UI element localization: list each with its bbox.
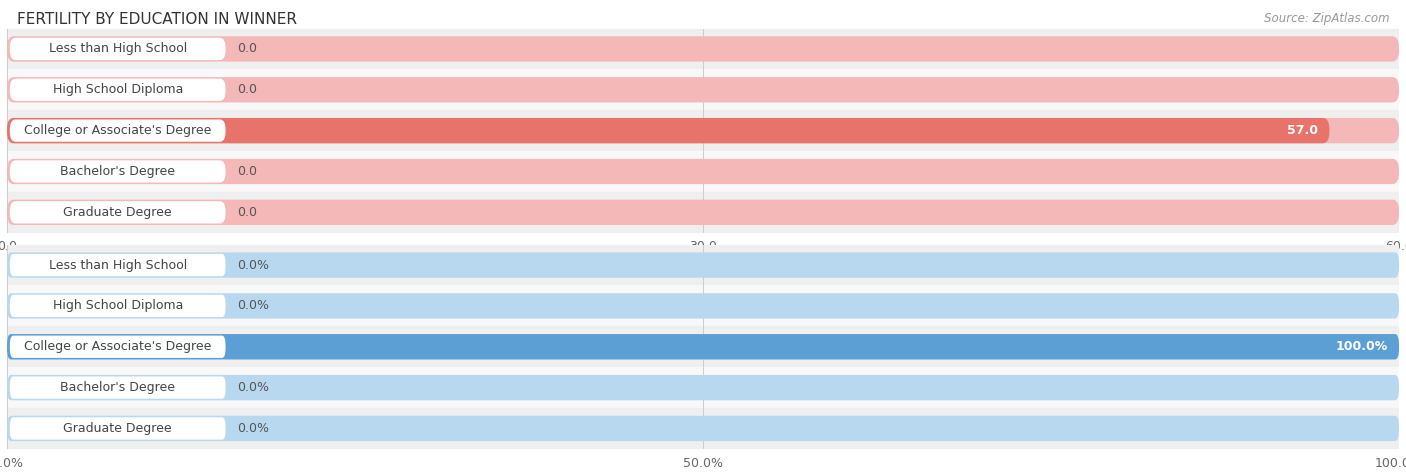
Text: 0.0: 0.0: [236, 42, 257, 56]
Text: College or Associate's Degree: College or Associate's Degree: [24, 340, 211, 353]
FancyBboxPatch shape: [10, 295, 225, 317]
FancyBboxPatch shape: [7, 200, 1399, 225]
Text: 0.0: 0.0: [236, 206, 257, 219]
FancyBboxPatch shape: [7, 118, 1330, 143]
FancyBboxPatch shape: [10, 79, 225, 101]
FancyBboxPatch shape: [7, 159, 1399, 184]
FancyBboxPatch shape: [10, 377, 225, 399]
Text: Graduate Degree: Graduate Degree: [63, 422, 172, 435]
FancyBboxPatch shape: [7, 375, 1399, 400]
FancyBboxPatch shape: [7, 293, 1399, 319]
Text: Bachelor's Degree: Bachelor's Degree: [60, 165, 176, 178]
Bar: [7, 326, 1399, 367]
Text: Less than High School: Less than High School: [49, 258, 187, 272]
Bar: [7, 408, 1399, 449]
Bar: [7, 192, 1399, 233]
FancyBboxPatch shape: [7, 36, 1399, 62]
Bar: [7, 69, 1399, 110]
Text: 0.0: 0.0: [236, 165, 257, 178]
Text: 0.0%: 0.0%: [236, 299, 269, 313]
Text: High School Diploma: High School Diploma: [52, 299, 183, 313]
FancyBboxPatch shape: [7, 334, 1399, 360]
FancyBboxPatch shape: [10, 38, 225, 60]
Text: 0.0%: 0.0%: [236, 422, 269, 435]
Text: Less than High School: Less than High School: [49, 42, 187, 56]
Text: High School Diploma: High School Diploma: [52, 83, 183, 96]
FancyBboxPatch shape: [7, 416, 1399, 441]
Text: Graduate Degree: Graduate Degree: [63, 206, 172, 219]
Bar: [7, 245, 1399, 285]
FancyBboxPatch shape: [7, 334, 1399, 360]
FancyBboxPatch shape: [10, 161, 225, 182]
Text: Bachelor's Degree: Bachelor's Degree: [60, 381, 176, 394]
Text: 0.0%: 0.0%: [236, 258, 269, 272]
FancyBboxPatch shape: [7, 118, 1399, 143]
Bar: [7, 367, 1399, 408]
Text: 100.0%: 100.0%: [1336, 340, 1388, 353]
FancyBboxPatch shape: [10, 336, 225, 358]
Text: College or Associate's Degree: College or Associate's Degree: [24, 124, 211, 137]
FancyBboxPatch shape: [10, 120, 225, 142]
Bar: [7, 28, 1399, 69]
Text: Source: ZipAtlas.com: Source: ZipAtlas.com: [1264, 12, 1389, 25]
FancyBboxPatch shape: [10, 254, 225, 276]
Bar: [7, 285, 1399, 326]
FancyBboxPatch shape: [10, 201, 225, 223]
FancyBboxPatch shape: [7, 252, 1399, 278]
Text: 0.0: 0.0: [236, 83, 257, 96]
Bar: [7, 110, 1399, 151]
Text: 0.0%: 0.0%: [236, 381, 269, 394]
Bar: [7, 151, 1399, 192]
Text: 57.0: 57.0: [1288, 124, 1319, 137]
Text: FERTILITY BY EDUCATION IN WINNER: FERTILITY BY EDUCATION IN WINNER: [17, 12, 297, 27]
FancyBboxPatch shape: [10, 418, 225, 439]
FancyBboxPatch shape: [7, 77, 1399, 103]
